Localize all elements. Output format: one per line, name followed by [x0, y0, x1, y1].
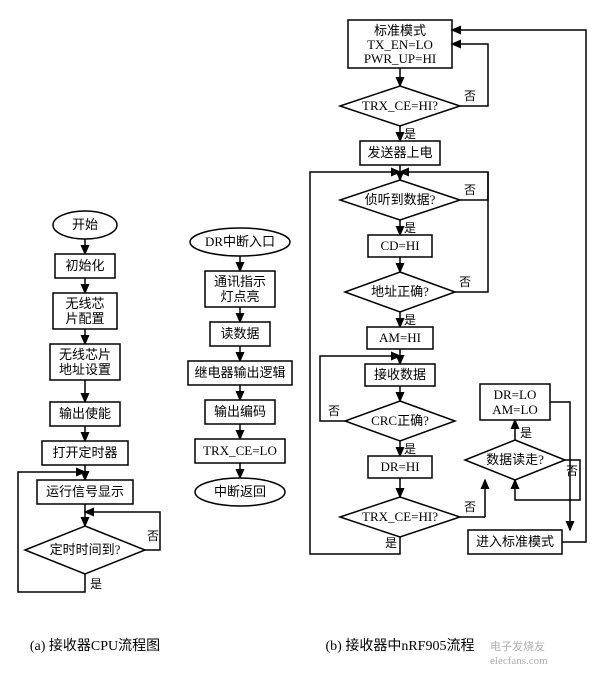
fb-d4-no: 否 — [328, 404, 340, 418]
fb-d1: TRX_CE=HI? — [340, 86, 460, 126]
fb-r2-label: CD=HI — [380, 238, 419, 253]
fb-r1-label: 发送器上电 — [367, 145, 432, 160]
fb-int-return-label: 中断返回 — [214, 484, 266, 499]
fb-int-n2: 读数据 — [210, 322, 270, 346]
fb-int-entry: DR中断入口 — [190, 228, 290, 256]
flowchart-b-interrupt: DR中断入口 通讯指示 灯点亮 读数据 继电器输出逻辑 输出编码 TRX_CE=… — [188, 228, 292, 506]
fb-int-n1: 通讯指示 灯点亮 — [205, 271, 275, 307]
fb-d2-yes: 是 — [404, 221, 416, 235]
fb-d6-no: 否 — [566, 464, 578, 478]
fb-d1-label: TRX_CE=HI? — [362, 98, 438, 113]
fb-d2: 侦听到数据? — [340, 180, 460, 220]
fa-d1-label: 定时时间到? — [50, 542, 121, 557]
fb-caption: (b) 接收器中nRF905流程 — [326, 637, 475, 654]
fb-int-n1-l1: 通讯指示 — [214, 274, 266, 289]
fb-d5: TRX_CE=HI? — [340, 497, 460, 537]
fa-caption: (a) 接收器CPU流程图 — [30, 637, 160, 654]
fb-r3-label: AM=HI — [379, 330, 421, 345]
fb-d4-label: CRC正确? — [371, 413, 429, 428]
fb-d3-label: 地址正确? — [371, 284, 429, 299]
fb-d3: 地址正确? — [345, 272, 455, 312]
fb-int-entry-label: DR中断入口 — [205, 234, 275, 249]
fb-d6-yes: 是 — [520, 426, 532, 440]
fb-int-n4-label: 输出编码 — [214, 404, 266, 419]
fb-d5-yes: 是 — [385, 536, 397, 550]
fa-n5-label: 打开定时器 — [52, 445, 117, 460]
fb-int-n5: TRX_CE=LO — [195, 439, 285, 463]
fb-d3-yes: 是 — [404, 313, 416, 327]
fb-int-n4: 输出编码 — [205, 400, 275, 424]
fb-r7: 进入标准模式 — [468, 530, 562, 554]
fa-n1-label: 初始化 — [65, 258, 104, 273]
fb-d2-label: 侦听到数据? — [365, 192, 436, 207]
fa-n3: 无线芯片 地址设置 — [50, 344, 120, 380]
fb-d1-no: 否 — [464, 89, 476, 103]
fa-n2: 无线芯 片配置 — [53, 293, 117, 329]
fb-r6-l2: AM=LO — [492, 402, 538, 417]
fa-d1-yes: 是 — [90, 577, 102, 591]
fb-r5: DR=HI — [368, 456, 432, 478]
fb-d2-no: 否 — [464, 183, 476, 197]
fb-r0-l1: 标准模式 — [374, 23, 426, 38]
fb-int-n3-label: 继电器输出逻辑 — [194, 365, 285, 380]
watermark-l1: 电子发烧友 — [490, 639, 545, 653]
fa-n3-l1: 无线芯片 — [59, 347, 111, 362]
fb-d1-yes: 是 — [404, 127, 416, 141]
fb-d6-label: 数据读走? — [486, 452, 544, 467]
fa-n3-l2: 地址设置 — [59, 362, 111, 377]
watermark: 电子发烧友 elecfans.com — [490, 639, 548, 667]
fa-n6: 运行信号显示 — [37, 480, 133, 504]
fa-n2-l1: 无线芯 — [65, 296, 104, 311]
fb-r4-label: 接收数据 — [374, 367, 426, 382]
fb-r0-l2: TX_EN=LO — [367, 37, 433, 52]
fa-n2-l2: 片配置 — [65, 311, 104, 326]
fa-d1: 定时时间到? — [25, 526, 145, 574]
fa-d1-no: 否 — [147, 529, 159, 543]
fa-start-label: 开始 — [72, 217, 98, 232]
fb-r5-label: DR=HI — [380, 459, 419, 474]
fa-n5: 打开定时器 — [42, 441, 128, 465]
flowchart-a: 开始 初始化 无线芯 片配置 无线芯片 地址设置 输出使能 打开定时器 运行信号… — [18, 211, 160, 654]
fa-n4: 输出使能 — [50, 402, 120, 426]
fa-n6-label: 运行信号显示 — [46, 484, 124, 499]
fa-n1: 初始化 — [55, 254, 115, 278]
fa-n4-label: 输出使能 — [59, 406, 111, 421]
fb-d6: 数据读走? — [465, 440, 565, 480]
fb-int-n5-label: TRX_CE=LO — [203, 443, 277, 458]
fb-r6: DR=LO AM=LO — [480, 384, 550, 420]
fb-r6-l1: DR=LO — [494, 387, 537, 402]
fb-r0: 标准模式 TX_EN=LO PWR_UP=HI — [348, 20, 452, 68]
fa-start: 开始 — [53, 211, 117, 239]
fb-r4: 接收数据 — [365, 364, 435, 386]
fb-d4: CRC正确? — [345, 401, 455, 441]
fb-r0-l3: PWR_UP=HI — [364, 51, 436, 66]
fb-r7-label: 进入标准模式 — [476, 534, 554, 549]
watermark-l2: elecfans.com — [490, 655, 548, 667]
flowchart-b-main: 标准模式 TX_EN=LO PWR_UP=HI TRX_CE=HI? 是 否 发… — [310, 20, 586, 654]
fb-int-n2-label: 读数据 — [220, 326, 259, 341]
fb-int-return: 中断返回 — [195, 478, 285, 506]
fb-d3-no: 否 — [459, 275, 471, 289]
fb-r3: AM=HI — [367, 327, 433, 349]
fb-d4-yes: 是 — [404, 442, 416, 456]
fb-d5-label: TRX_CE=HI? — [362, 509, 438, 524]
fb-int-n1-l2: 灯点亮 — [220, 289, 259, 304]
fb-r2: CD=HI — [368, 235, 432, 257]
fb-d5-no: 否 — [464, 500, 476, 514]
fb-r1: 发送器上电 — [360, 141, 440, 165]
fb-int-n3: 继电器输出逻辑 — [188, 361, 292, 385]
